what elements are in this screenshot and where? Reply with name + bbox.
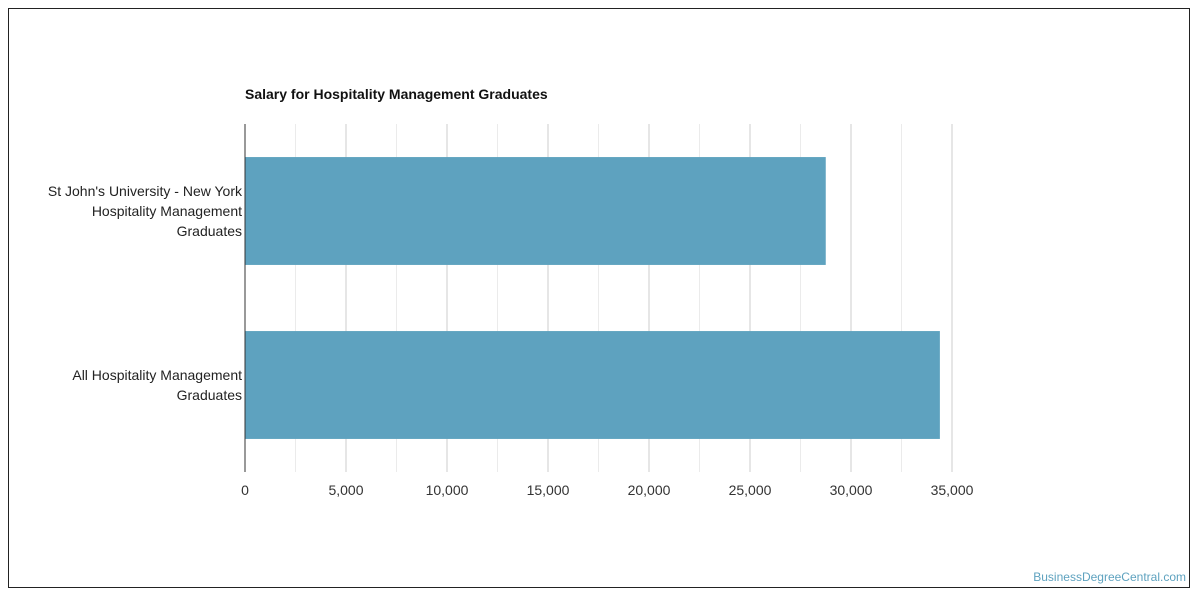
chart-frame — [8, 8, 1190, 588]
bar-0 — [245, 157, 826, 265]
x-tick-label: 30,000 — [830, 482, 873, 498]
watermark: BusinessDegreeCentral.com — [1033, 570, 1186, 584]
category-label-line: Graduates — [177, 223, 242, 239]
x-tick-label: 20,000 — [628, 482, 671, 498]
category-label-line: Graduates — [177, 387, 242, 403]
category-label-line: Hospitality Management — [92, 203, 242, 219]
x-tick-label: 25,000 — [729, 482, 772, 498]
category-label-0: St John's University - New York Hospitali… — [48, 183, 243, 239]
x-tick-label: 5,000 — [328, 482, 363, 498]
category-label-1: All Hospitality Management Graduates — [72, 367, 242, 403]
category-label-line: St John's University - New York — [48, 183, 243, 199]
x-tick-label: 10,000 — [426, 482, 469, 498]
x-tick-label: 15,000 — [527, 482, 570, 498]
bar-1 — [245, 331, 940, 439]
category-label-line: All Hospitality Management — [72, 367, 242, 383]
x-tick-label: 35,000 — [931, 482, 974, 498]
chart-title: Salary for Hospitality Management Gradua… — [245, 86, 548, 102]
x-tick-label: 0 — [241, 482, 249, 498]
